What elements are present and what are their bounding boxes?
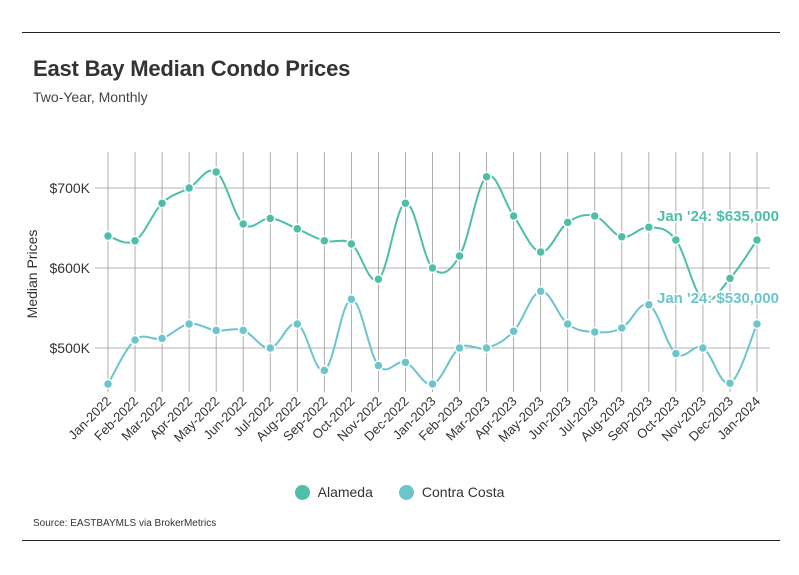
data-point-contra-costa (292, 318, 303, 330)
y-tick-label: $600K (50, 260, 91, 276)
data-point-contra-costa (265, 342, 276, 354)
data-point-alameda (319, 235, 330, 247)
data-point-alameda (373, 273, 384, 285)
chart-title: East Bay Median Condo Prices (33, 56, 351, 81)
y-tick-label: $500K (50, 340, 91, 356)
data-point-contra-costa (697, 342, 709, 354)
data-point-alameda (697, 293, 709, 305)
data-point-alameda (156, 197, 168, 209)
legend: Alameda Contra Costa (0, 484, 799, 500)
data-point-alameda (400, 197, 411, 209)
data-point-alameda (481, 171, 492, 183)
data-point-alameda (670, 234, 682, 246)
data-point-contra-costa (346, 293, 357, 305)
data-point-contra-costa (183, 318, 195, 330)
data-point-alameda (183, 182, 195, 194)
data-point-alameda (724, 273, 736, 284)
data-point-alameda (751, 234, 763, 246)
data-point-alameda (616, 231, 628, 243)
data-point-alameda (454, 250, 465, 262)
data-point-contra-costa (102, 378, 114, 390)
data-point-contra-costa (616, 322, 628, 334)
data-point-contra-costa (210, 325, 222, 336)
data-point-contra-costa (454, 342, 465, 354)
data-point-alameda (508, 210, 519, 222)
data-point-alameda (346, 238, 357, 250)
data-point-contra-costa (156, 333, 168, 344)
data-point-contra-costa (508, 325, 519, 337)
data-point-contra-costa (562, 318, 573, 330)
data-point-alameda (237, 218, 249, 230)
data-point-contra-costa (643, 299, 655, 311)
data-point-contra-costa (427, 378, 438, 390)
data-point-alameda (562, 217, 573, 228)
data-point-alameda (643, 221, 655, 233)
data-point-contra-costa (670, 348, 682, 359)
data-point-contra-costa (751, 318, 763, 330)
data-point-alameda (589, 210, 600, 222)
top-rule (22, 32, 780, 33)
data-point-alameda (535, 246, 546, 258)
series-layer (102, 166, 763, 390)
data-point-contra-costa (129, 334, 141, 346)
data-point-alameda (265, 213, 276, 224)
data-point-contra-costa (237, 325, 249, 336)
y-axis-title: Median Prices (24, 230, 40, 319)
bottom-rule (22, 540, 780, 541)
legend-item-contra-costa[interactable]: Contra Costa (398, 484, 505, 500)
legend-label-contra-costa: Contra Costa (421, 484, 505, 500)
data-point-contra-costa (589, 326, 600, 338)
data-point-contra-costa (319, 365, 330, 376)
legend-swatch-contra-costa (398, 484, 414, 500)
source-note: Source: EASTBAYMLS via BrokerMetrics (33, 518, 217, 529)
legend-swatch-alameda (294, 484, 310, 500)
data-point-contra-costa (373, 360, 384, 371)
data-point-contra-costa (400, 357, 411, 368)
legend-label-alameda: Alameda (317, 484, 373, 500)
data-point-alameda (129, 235, 141, 247)
data-point-alameda (427, 262, 438, 274)
data-point-alameda (292, 223, 303, 235)
data-point-contra-costa (481, 342, 492, 354)
data-point-contra-costa (724, 377, 736, 389)
legend-item-alameda[interactable]: Alameda (294, 484, 373, 500)
label-layer: Jan '24: $635,000 Jan '24: $530,000 (656, 207, 781, 309)
data-point-alameda (102, 230, 114, 242)
chart-subtitle: Two-Year, Monthly (33, 89, 148, 105)
annotation-alameda: Jan '24: $635,000 (657, 208, 779, 225)
grid-layer (95, 152, 770, 392)
y-tick-label: $700K (50, 180, 91, 196)
annotation-contra-costa: Jan '24: $530,000 (657, 290, 779, 307)
data-point-contra-costa (535, 285, 546, 297)
data-point-alameda (210, 166, 222, 178)
